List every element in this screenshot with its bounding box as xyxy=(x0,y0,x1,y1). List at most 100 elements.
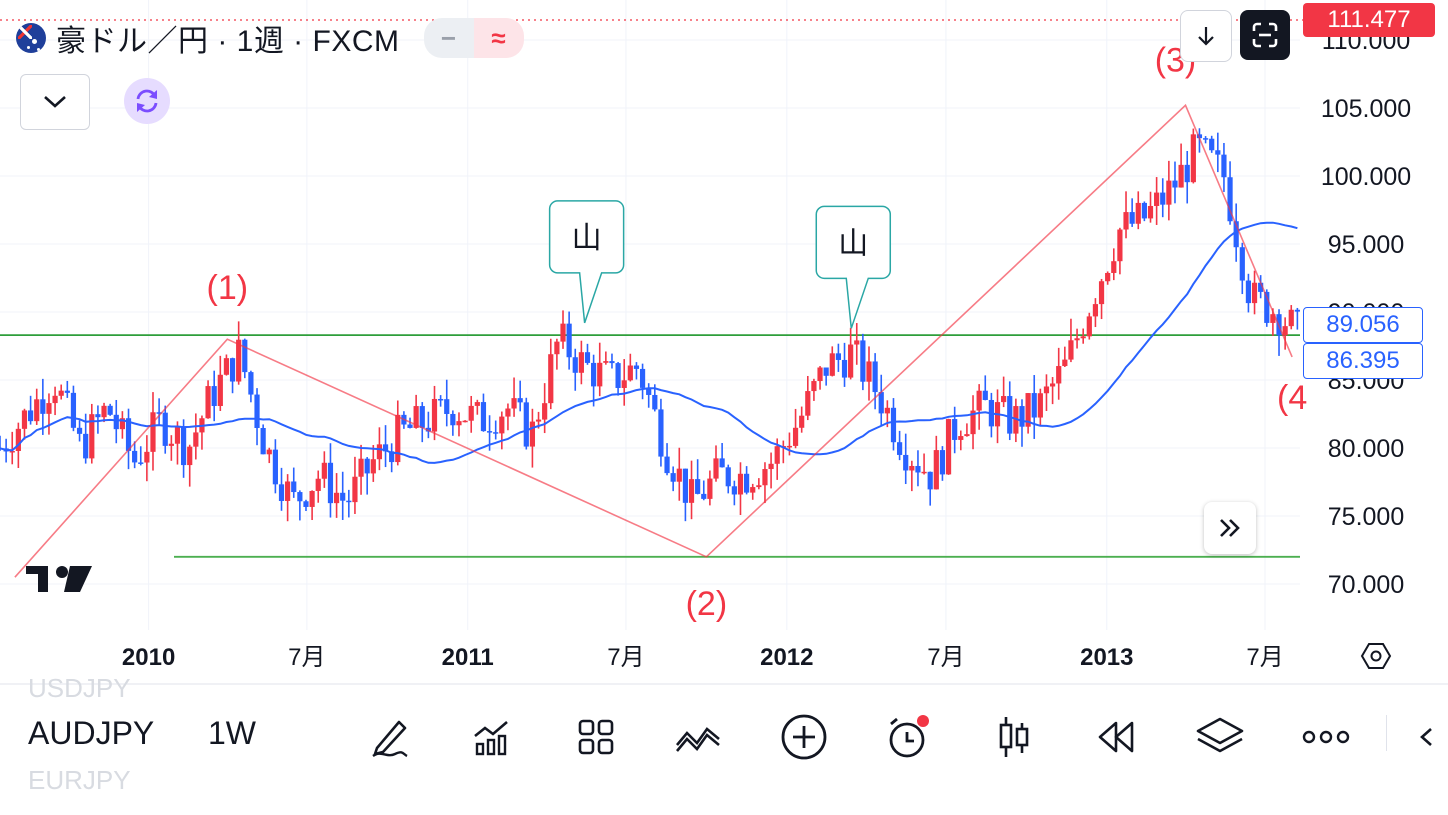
candle-body xyxy=(125,418,132,451)
price-tick-label: 95.000 xyxy=(1328,231,1404,259)
candle-body xyxy=(1037,393,1043,418)
candle-body xyxy=(1031,393,1037,418)
candle-body xyxy=(450,413,456,426)
candle-body xyxy=(407,424,413,428)
wave-label: (4 xyxy=(1277,379,1307,417)
price-tag-a: 89.056 xyxy=(1303,307,1423,343)
candle-body xyxy=(150,412,156,452)
price-tick-label: 80.000 xyxy=(1328,435,1404,463)
toolbar-divider xyxy=(1386,715,1387,751)
axis-settings-icon[interactable] xyxy=(1360,643,1392,669)
candle-body xyxy=(511,398,517,409)
candle-body xyxy=(266,449,272,455)
price-tag-b: 86.395 xyxy=(1303,343,1423,379)
candle-body xyxy=(578,352,584,373)
candle-body xyxy=(1258,282,1264,292)
refresh-button[interactable] xyxy=(124,78,170,124)
interval-selector[interactable]: 1W xyxy=(208,715,256,751)
candle-body xyxy=(138,462,144,464)
candle-body xyxy=(731,486,737,495)
candle-body xyxy=(358,458,364,477)
expand-legend-button[interactable] xyxy=(20,74,90,130)
candle-body xyxy=(933,450,939,490)
price-tick-label: 100.000 xyxy=(1321,163,1411,191)
fullscreen-icon xyxy=(1252,22,1278,48)
candle-body xyxy=(1245,280,1252,304)
candle-body xyxy=(756,485,762,488)
wave-button[interactable]: ≈ xyxy=(473,18,524,58)
candle-body xyxy=(554,341,560,355)
add-button[interactable] xyxy=(774,707,834,767)
drawing-tool-button[interactable] xyxy=(360,707,420,767)
candle-body xyxy=(921,471,927,474)
compare-button[interactable] xyxy=(668,707,728,767)
candle-body xyxy=(89,414,95,459)
replay-button[interactable] xyxy=(1086,707,1146,767)
candle-body xyxy=(560,323,566,342)
candle-body xyxy=(1264,291,1270,323)
candle-body xyxy=(297,492,303,502)
candle-body xyxy=(217,374,223,407)
candle-body xyxy=(572,357,578,373)
plus-circle-icon xyxy=(781,714,827,760)
prev-symbol[interactable]: USDJPY xyxy=(28,673,131,703)
candle-body xyxy=(1025,393,1031,427)
candle-body xyxy=(1092,304,1099,317)
candle-body xyxy=(462,420,468,423)
more-button[interactable] xyxy=(1296,707,1356,767)
candle-body xyxy=(1068,340,1074,360)
candle-body xyxy=(909,465,915,471)
candle-body xyxy=(309,490,315,507)
candle-body xyxy=(193,432,199,447)
time-tick-label: 7月 xyxy=(607,644,644,671)
candle-body xyxy=(107,405,113,415)
fullscreen-button[interactable] xyxy=(1240,10,1290,60)
symbol-selector[interactable]: AUDJPY xyxy=(28,715,155,751)
candle-body xyxy=(132,450,138,463)
candle-body xyxy=(64,390,70,393)
pen-icon xyxy=(372,720,408,758)
next-symbol[interactable]: EURJPY xyxy=(28,765,131,795)
layers-button[interactable] xyxy=(1190,707,1250,767)
candle-body xyxy=(1282,326,1288,336)
candle-body xyxy=(1154,192,1160,206)
candle-body xyxy=(272,449,278,485)
candle-body xyxy=(1019,406,1025,427)
candle-body xyxy=(713,458,719,479)
time-axis[interactable]: 2010 7月 2011 7月 2012 7月 2013 7月 xyxy=(122,644,1284,671)
time-tick-label: 2011 xyxy=(442,644,494,671)
alerts-button[interactable] xyxy=(878,707,938,767)
candle-body xyxy=(1129,212,1135,224)
candle-body xyxy=(1221,154,1227,178)
candle-body xyxy=(352,476,358,503)
layouts-button[interactable] xyxy=(566,707,626,767)
candle-body xyxy=(315,478,321,491)
candle-body xyxy=(823,367,829,376)
candle-body xyxy=(646,387,652,395)
candle-body xyxy=(915,465,921,473)
moving-average-line xyxy=(0,221,1298,464)
candle-body xyxy=(737,473,744,495)
symbol-title[interactable]: 豪ドル／円 · 1週 · FXCM xyxy=(56,25,400,58)
candle-body xyxy=(1043,386,1050,394)
scroll-to-realtime-button[interactable] xyxy=(1204,502,1256,554)
price-axis[interactable]: 110.000105.000100.00095.00090.00085.0008… xyxy=(1321,27,1411,599)
price-chart[interactable]: (1)(2)(3)(4 山山 110.000105.000100.00095.0… xyxy=(0,0,1448,685)
collapse-toolbar-button[interactable] xyxy=(1406,707,1446,767)
minus-button[interactable]: − xyxy=(423,18,474,58)
candle-body xyxy=(884,407,890,414)
indicators-button[interactable] xyxy=(462,707,522,767)
candle-body xyxy=(774,446,780,464)
candle-body xyxy=(792,427,799,446)
candle-body xyxy=(101,405,107,418)
chart-type-button[interactable] xyxy=(984,707,1044,767)
indicator-toggle[interactable]: − ≈ xyxy=(423,18,524,58)
candle-body xyxy=(376,444,383,460)
indicators-icon xyxy=(474,721,508,756)
candle-body xyxy=(860,340,866,382)
candle-body xyxy=(9,450,15,453)
candle-body xyxy=(945,419,952,475)
candle-body xyxy=(872,361,878,393)
chart-header: 豪ドル／円 · 1週 · FXCM − ≈ xyxy=(16,18,524,58)
scroll-down-button[interactable] xyxy=(1180,10,1232,62)
